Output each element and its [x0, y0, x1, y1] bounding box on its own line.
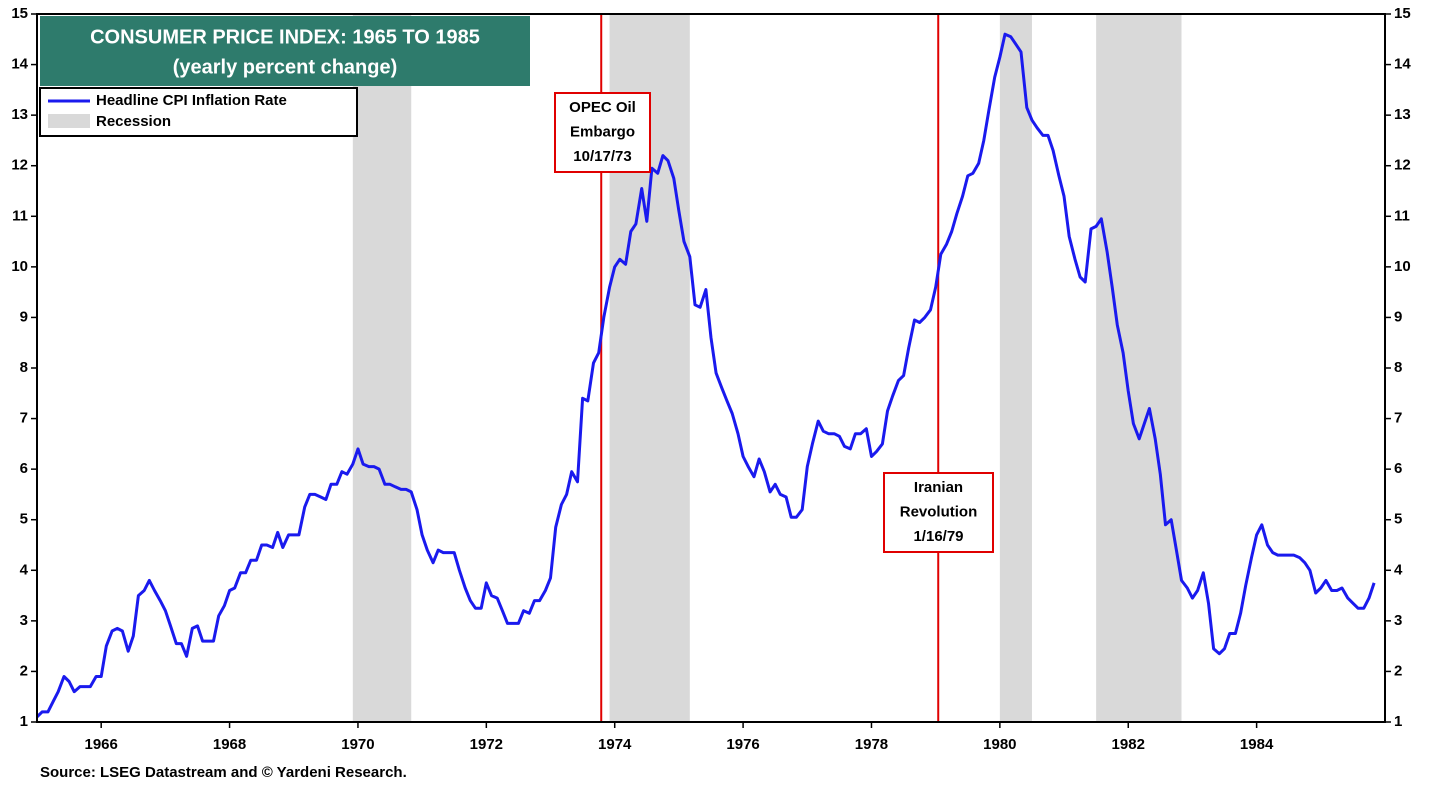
y2-tick-label: 15: [1394, 5, 1411, 22]
x-tick-label: 1970: [341, 736, 374, 753]
legend-box: [39, 87, 358, 137]
recession-band: [352, 14, 412, 722]
recession-band: [999, 14, 1032, 722]
y2-tick-label: 8: [1394, 359, 1402, 376]
x-tick-label: 1974: [598, 736, 632, 753]
y-tick-label: 11: [12, 207, 28, 224]
event-label: OPEC Oil: [569, 99, 636, 116]
event-label: Revolution: [900, 503, 978, 520]
x-tick-label: 1982: [1112, 736, 1145, 753]
event-label: Iranian: [914, 479, 963, 496]
event-label: Embargo: [570, 123, 635, 140]
y2-tick-label: 2: [1394, 662, 1402, 679]
y2-tick-label: 9: [1394, 308, 1402, 325]
y-tick-label: 9: [20, 308, 28, 325]
x-tick-label: 1980: [983, 736, 1016, 753]
y-tick-label: 10: [11, 258, 28, 275]
recession-band: [1096, 14, 1182, 722]
legend-label: Headline CPI Inflation Rate: [96, 92, 287, 109]
y-tick-label: 13: [11, 106, 28, 123]
y-tick-label: 4: [20, 561, 29, 578]
event-box: [554, 92, 651, 173]
x-tick-label: 1972: [470, 736, 503, 753]
chart-title: (yearly percent change): [173, 56, 398, 78]
y2-tick-label: 14: [1394, 56, 1411, 73]
x-tick-label: 1976: [726, 736, 759, 753]
y-tick-label: 14: [11, 56, 28, 73]
x-tick-label: 1984: [1240, 736, 1274, 753]
y2-tick-label: 1: [1394, 713, 1402, 730]
y-tick-label: 1: [20, 713, 28, 730]
event-box: [883, 472, 994, 553]
x-tick-label: 1968: [213, 736, 246, 753]
y2-tick-label: 7: [1394, 410, 1402, 427]
y2-tick-label: 13: [1394, 106, 1411, 123]
y2-tick-label: 3: [1394, 612, 1402, 629]
y-tick-label: 6: [20, 460, 28, 477]
x-tick-label: 1966: [85, 736, 118, 753]
y-tick-label: 8: [20, 359, 28, 376]
title-box: [40, 16, 530, 86]
y2-tick-label: 10: [1394, 258, 1411, 275]
event-label: 10/17/73: [573, 148, 631, 165]
y2-tick-label: 4: [1394, 561, 1403, 578]
legend-swatch: [48, 114, 90, 128]
cpi-line: [37, 32, 1376, 718]
y2-tick-label: 11: [1394, 207, 1410, 224]
plot-area: [37, 14, 1376, 722]
y2-tick-label: 12: [1394, 157, 1411, 174]
y2-tick-label: 6: [1394, 460, 1402, 477]
y-tick-label: 2: [20, 662, 28, 679]
y-tick-label: 12: [11, 157, 28, 174]
event-label: 1/16/79: [913, 528, 963, 545]
legend-label: Recession: [96, 113, 171, 130]
y-tick-label: 3: [20, 612, 28, 629]
x-tick-label: 1978: [855, 736, 888, 753]
y-tick-label: 7: [20, 410, 28, 427]
y2-tick-label: 5: [1394, 511, 1402, 528]
y-tick-label: 15: [11, 5, 28, 22]
chart-title: CONSUMER PRICE INDEX: 1965 TO 1985: [90, 26, 480, 48]
source-note: Source: LSEG Datastream and © Yardeni Re…: [40, 764, 407, 781]
y-tick-label: 5: [20, 511, 28, 528]
